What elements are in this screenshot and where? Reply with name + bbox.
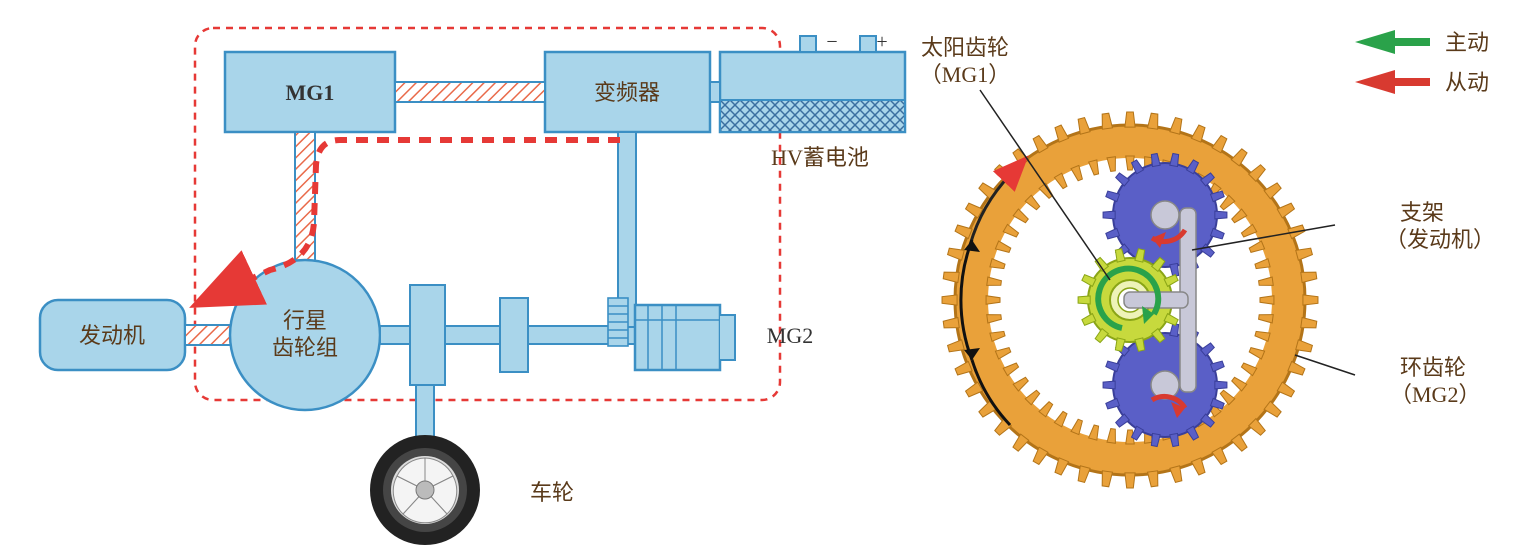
ladder-icon: [608, 298, 628, 346]
taper-block: [500, 298, 528, 372]
engine-label: 发动机: [79, 323, 145, 348]
legend: 主动 从动: [1355, 30, 1489, 95]
battery-label: HV蓄电池: [771, 145, 869, 170]
sun-label-2: （MG1）: [920, 62, 1010, 87]
ring-label-2: （MG2）: [1390, 382, 1480, 407]
diff-block: [410, 285, 445, 385]
sun-label-1: 太阳齿轮: [921, 35, 1009, 60]
mg1-inverter-link: [395, 82, 545, 102]
mg1-label: MG1: [286, 80, 335, 105]
batt-minus: −: [826, 31, 837, 53]
batt-plus: +: [876, 31, 887, 53]
legend-active-label: 主动: [1445, 30, 1489, 55]
inverter-label: 变频器: [594, 80, 660, 105]
legend-passive-arrow: [1355, 70, 1430, 94]
legend-active-arrow: [1355, 30, 1430, 54]
carrier-label-2: （发动机）: [1385, 227, 1495, 252]
planetary-label-1: 行星: [283, 308, 327, 333]
legend-passive-label: 从动: [1445, 70, 1489, 95]
wheel-label: 车轮: [530, 480, 574, 505]
wheel-shaft: [416, 385, 434, 440]
wheel-icon: [370, 435, 480, 545]
mg2-block: [635, 305, 735, 370]
engine-planet-link: [185, 325, 233, 345]
planetary-label-2: 齿轮组: [272, 335, 338, 360]
mg1-planet-link: [295, 132, 315, 262]
carrier-label-1: 支架: [1400, 200, 1444, 225]
ring-label-1: 环齿轮: [1400, 355, 1466, 380]
mg2-label: MG2: [767, 323, 813, 348]
inverter-batt-link: [710, 82, 720, 102]
battery-block: − +: [720, 31, 905, 132]
